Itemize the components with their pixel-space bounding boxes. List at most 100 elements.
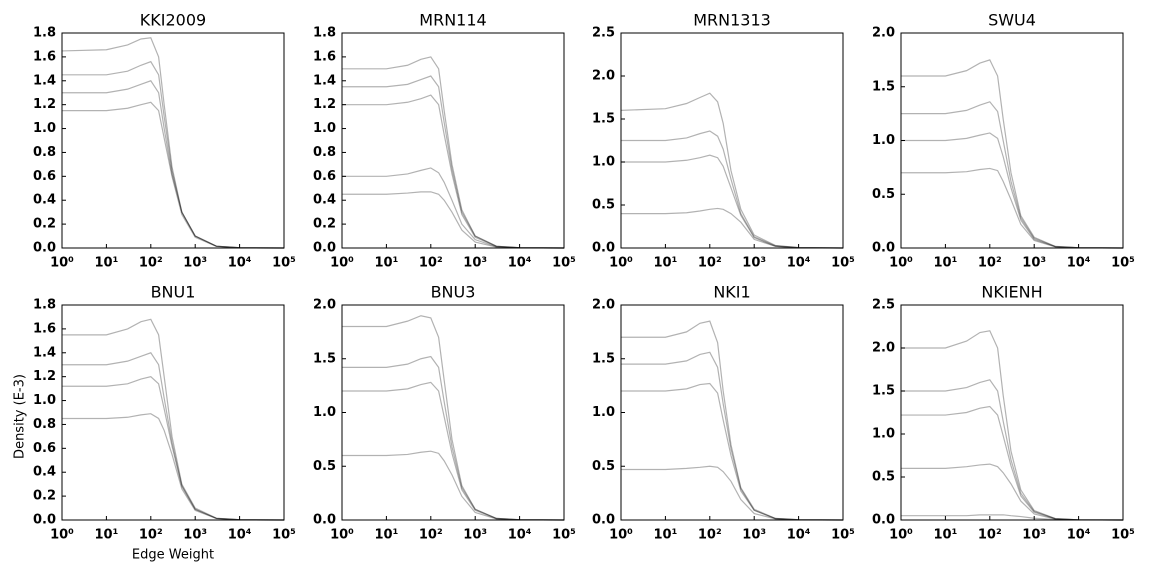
y-tick-label: 1.6 [313,49,336,64]
density-line [62,80,285,249]
density-line [62,413,285,521]
y-tick-label: 1.6 [33,49,56,64]
y-tick-label: 0.4 [33,465,56,480]
y-tick-label: 2.5 [592,26,615,41]
density-line [342,94,565,249]
x-tick-label: 10⁰ [330,528,354,543]
x-tick-label: 10³ [1022,528,1046,543]
x-tick-label: 10⁵ [272,256,296,271]
x-tick-label: 10⁰ [889,256,913,271]
x-tick-label: 10³ [183,256,207,271]
y-tick-label: 0.0 [313,513,336,528]
y-tick-label: 0.0 [872,513,895,528]
density-line [621,351,844,521]
plot-area [62,305,284,520]
x-tick-label: 10⁴ [787,528,811,543]
x-tick-label: 10⁵ [552,256,576,271]
subplot: NKIENH 0.0 0.5 1.0 1.5 2.0 2.5 10⁰ 10¹ 10² 10³ 10⁴ 1… [872,283,1135,543]
y-tick-label: 2.0 [313,298,336,313]
y-tick-label: 1.5 [592,351,615,366]
x-tick-label: 10¹ [654,528,678,543]
y-tick-label: 1.5 [872,384,895,399]
axes-frame [61,32,285,249]
density-line [62,376,285,521]
x-tick-label: 10¹ [375,256,399,271]
density-line [342,167,565,249]
y-tick-label: 0.4 [33,193,56,208]
y-tick-label: 1.8 [33,26,56,41]
density-line [342,355,565,521]
chart-title: KKI2009 [140,11,206,30]
subplot: SWU4 0.0 0.5 1.0 1.5 2.0 10⁰ 10¹ 10² 10³ 10⁴ 10⁵ [872,11,1135,271]
axes-frame [341,32,565,249]
density-line [342,450,565,521]
x-tick-label: 10⁴ [228,528,252,543]
plot-area [621,33,843,248]
density-line [342,56,565,249]
y-tick-label: 0.2 [33,217,56,232]
subplot: NKI1 0.0 0.5 1.0 1.5 2.0 10⁰ 10¹ 10² 10³ 10⁴ 10⁵ [592,283,855,543]
y-tick-label: 0.5 [592,198,615,213]
y-tick-label: 1.0 [33,121,56,136]
density-line [901,405,1124,521]
chart-title: BNU3 [431,283,476,302]
y-tick-label: 1.0 [313,405,336,420]
axes-frame [620,304,844,521]
x-tick-label: 10⁵ [1111,256,1135,271]
y-tick-label: 1.6 [33,321,56,336]
y-tick-label: 1.5 [592,112,615,127]
density-line [621,130,844,249]
density-line [61,37,285,249]
x-tick-label: 10¹ [375,528,399,543]
density-line [901,59,1124,249]
x-tick-label: 10³ [742,256,766,271]
y-tick-label: 1.4 [313,73,336,88]
subplot: BNU1 0.0 0.2 0.4 0.6 0.8 1.0 1.2 1.4 1.6 1.8 10⁰ 10¹… [13,283,296,563]
y-tick-label: 1.2 [313,97,336,112]
x-tick-label: 10⁴ [508,256,532,271]
density-line [62,318,285,521]
plot-area [62,33,284,248]
subplot: KKI2009 0.0 0.2 0.4 0.6 0.8 1.0 1.2 1.4 1.6 1.8 10⁰… [33,11,296,271]
x-tick-label: 10⁰ [330,256,354,271]
x-tick-label: 10² [139,256,163,271]
y-tick-label: 0.5 [872,470,895,485]
density-line [620,92,844,249]
x-tick-label: 10⁰ [889,528,913,543]
x-tick-label: 10² [698,256,722,271]
density-line [901,330,1124,521]
x-axis-label: Edge Weight [132,548,214,563]
x-tick-label: 10³ [463,528,487,543]
y-tick-label: 1.2 [33,97,56,112]
x-tick-label: 10¹ [934,256,958,271]
chart-title: BNU1 [151,283,196,302]
axes-frame [341,304,565,521]
y-tick-label: 0.0 [313,241,336,256]
y-tick-label: 0.0 [872,241,895,256]
y-tick-label: 0.6 [33,169,56,184]
y-tick-label: 2.0 [592,298,615,313]
y-tick-label: 2.0 [872,341,895,356]
density-line [62,101,285,249]
y-tick-label: 0.4 [313,193,336,208]
x-tick-label: 10² [978,528,1002,543]
y-axis-label: Density (E-3) [13,374,28,459]
y-tick-label: 0.6 [33,441,56,456]
y-tick-label: 0.8 [33,145,56,160]
y-tick-label: 1.0 [872,427,895,442]
subplot: BNU3 0.0 0.5 1.0 1.5 2.0 10⁰ 10¹ 10² 10³ 10⁴ 10⁵ [313,283,576,543]
y-tick-label: 0.8 [313,145,336,160]
x-tick-label: 10⁰ [50,256,74,271]
x-tick-label: 10⁰ [609,528,633,543]
plot-area [621,305,843,520]
x-tick-label: 10⁵ [831,528,855,543]
x-tick-label: 10⁵ [1111,528,1135,543]
y-tick-label: 1.4 [33,345,56,360]
y-tick-label: 0.0 [33,513,56,528]
subplot: MRN1313 0.0 0.5 1.0 1.5 2.0 2.5 10⁰ 10¹ 10² 10³ 10⁴… [592,11,855,271]
x-tick-label: 10⁴ [1067,528,1091,543]
density-line [342,191,565,249]
density-line [621,382,844,521]
